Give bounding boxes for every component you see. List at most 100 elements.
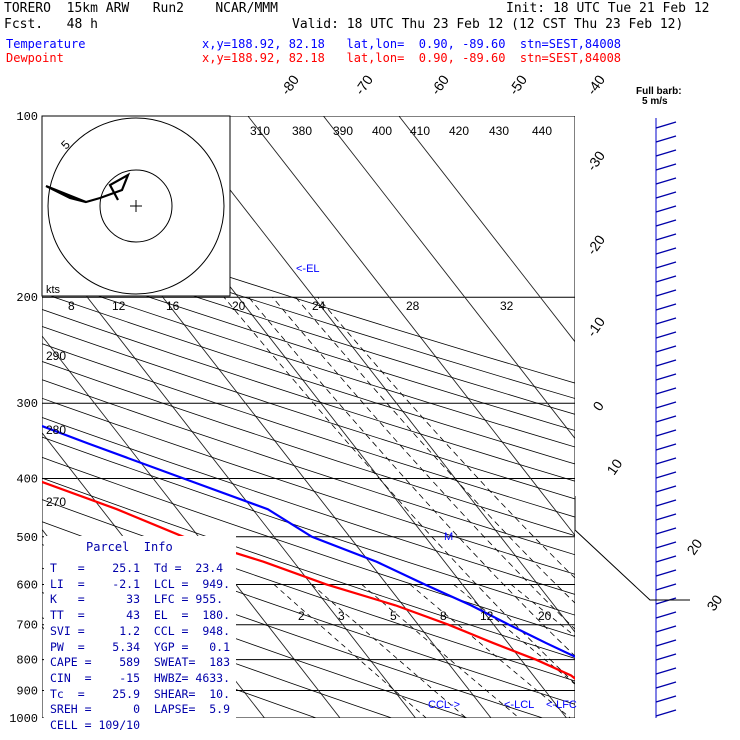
pressure-tick-label: 900: [16, 684, 38, 698]
mixing-ratio-line: [273, 584, 427, 718]
wind-barb: [655, 569, 677, 577]
valid-time: Valid: 18 UTC Thu 23 Feb 12 (12 CST Thu …: [292, 17, 684, 32]
theta-label: 420: [449, 124, 469, 138]
isotherm-tick-label: -80: [277, 72, 302, 98]
dry-adiabat-line: [42, 116, 575, 718]
pressure-tick-label: 200: [16, 291, 38, 305]
isotherm-tick-label: -20: [583, 232, 608, 258]
wind-barb: [655, 681, 677, 689]
model-title: TORERO 15km ARW Run2 NCAR/MMM: [4, 1, 278, 16]
parcel-info-row: T = 25.1 Td = 23.4: [50, 561, 224, 575]
wind-barb: [655, 709, 677, 717]
dry-adiabat-line: [42, 116, 575, 718]
wind-barb: [655, 135, 677, 143]
isotherm-line: [172, 116, 575, 718]
isotherm-tick-label: -10: [583, 314, 608, 340]
moist-adiabat-line: [248, 296, 575, 718]
pressure-tick-label: 800: [16, 654, 38, 668]
theta-label: 310: [250, 124, 270, 138]
mixing-top-label: 24: [312, 299, 326, 313]
wind-barb: [655, 303, 677, 311]
wind-barb: [655, 261, 677, 269]
wind-barb: [655, 331, 677, 339]
mixing-top-label: 8: [68, 299, 75, 313]
moist-adiabat-line: [317, 296, 575, 718]
dry-adiabat-line: [42, 116, 575, 718]
moist-adiabat-line: [223, 296, 575, 718]
temperature-station-info: x,y=188.92, 82.18 lat,lon= 0.90, -89.60 …: [202, 37, 622, 51]
mixing-bottom-label: 12: [480, 609, 494, 623]
temperature-legend: Temperature: [6, 37, 86, 51]
pressure-tick-label: 300: [16, 397, 38, 411]
wind-barb: [655, 443, 677, 451]
pressure-tick-label: 1000: [9, 712, 38, 726]
wind-barb: [655, 163, 677, 171]
wind-barb: [655, 695, 677, 703]
wind-barb: [655, 121, 677, 129]
dry-adiabat-line: [42, 116, 392, 718]
wind-barb: [655, 345, 677, 353]
mixing-bottom-label: 5: [390, 609, 397, 623]
isotherm-line: [398, 116, 575, 718]
dry-adiabat-line: [42, 116, 575, 718]
mixing-bottom-label: 8: [440, 609, 447, 623]
dry-adiabat-line: [42, 116, 575, 718]
wind-barb: [655, 541, 677, 549]
wind-barb: [655, 205, 677, 213]
dry-adiabat-line: [42, 116, 575, 718]
parcel-info-row: CIN = -15 HWBZ= 4633.: [50, 670, 231, 685]
isotherm-tick-label: -30: [583, 148, 608, 174]
mixing-ratio-line: [453, 584, 575, 718]
wind-barb: [655, 149, 677, 157]
mixing-top-label: 20: [232, 299, 246, 313]
isotherm-tick-label: 0: [589, 398, 607, 414]
theta-label: 390: [333, 124, 353, 138]
sounding-annotation: M: [444, 531, 453, 543]
dewpoint-legend: Dewpoint: [6, 51, 64, 65]
theta-label: 440: [532, 124, 552, 138]
wind-barb: [655, 317, 677, 325]
hodograph-unit-label: kts: [46, 284, 61, 296]
mixing-ratio-line: [409, 584, 571, 718]
isotherm-line: [42, 116, 416, 718]
dry-adiabat-line: [42, 116, 575, 718]
wind-barb: [655, 555, 677, 563]
wind-barb: [655, 247, 677, 255]
hodograph-ring: [99, 169, 173, 243]
side-panel-outline: [574, 496, 690, 601]
wind-barb: [655, 527, 677, 535]
wind-barb: [655, 359, 677, 367]
isotherm-tick-label: 10: [603, 456, 625, 478]
parcel-info-row: K = 33 LFC = 955.: [50, 592, 224, 607]
wind-barb: [655, 275, 677, 283]
wind-barb: [655, 177, 677, 185]
dewpoint-series: [42, 116, 575, 718]
forecast-hour: Fcst. 48 h: [4, 17, 98, 32]
wind-barb: [655, 513, 677, 521]
parcel-info-box: [44, 536, 236, 736]
hodograph-ring: [47, 117, 225, 295]
sounding-annotation: <-LFC: [546, 699, 577, 711]
temperature-series: [42, 116, 575, 718]
mixing-top-label: 16: [166, 299, 180, 313]
wind-barb-legend: Full barb:: [636, 86, 682, 97]
dewpoint-station-info: x,y=188.92, 82.18 lat,lon= 0.90, -89.60 …: [202, 51, 622, 65]
isotherm-line: [247, 116, 575, 718]
isotherm-tick-label: 20: [683, 536, 705, 558]
dry-adiabat-line: [42, 116, 575, 718]
wind-barb: [655, 471, 677, 479]
mixing-bottom-label: 2: [298, 609, 305, 623]
parcel-info-row: Tc = 25.9 SHEAR= 10.: [50, 686, 231, 701]
pressure-tick-label: 400: [16, 472, 38, 486]
isotherm-tick-label: -60: [427, 72, 452, 98]
theta-label: 400: [372, 124, 392, 138]
dry-adiabat-line: [42, 116, 575, 718]
isotherm-tick-label: -40: [583, 72, 608, 98]
wind-barb: [655, 387, 677, 395]
pressure-tick-label: 500: [16, 531, 38, 545]
parcel-info-row: SREH = 0 LAPSE= 5.9: [50, 702, 231, 717]
isotherm-tick-label: -50: [505, 72, 530, 98]
wind-barb: [655, 457, 677, 465]
mixing-top-label: 28: [406, 299, 420, 313]
pressure-tick-label: 700: [16, 619, 38, 633]
